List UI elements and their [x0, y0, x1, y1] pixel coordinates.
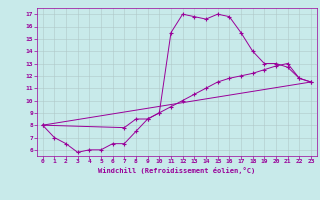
X-axis label: Windchill (Refroidissement éolien,°C): Windchill (Refroidissement éolien,°C) [98, 167, 255, 174]
